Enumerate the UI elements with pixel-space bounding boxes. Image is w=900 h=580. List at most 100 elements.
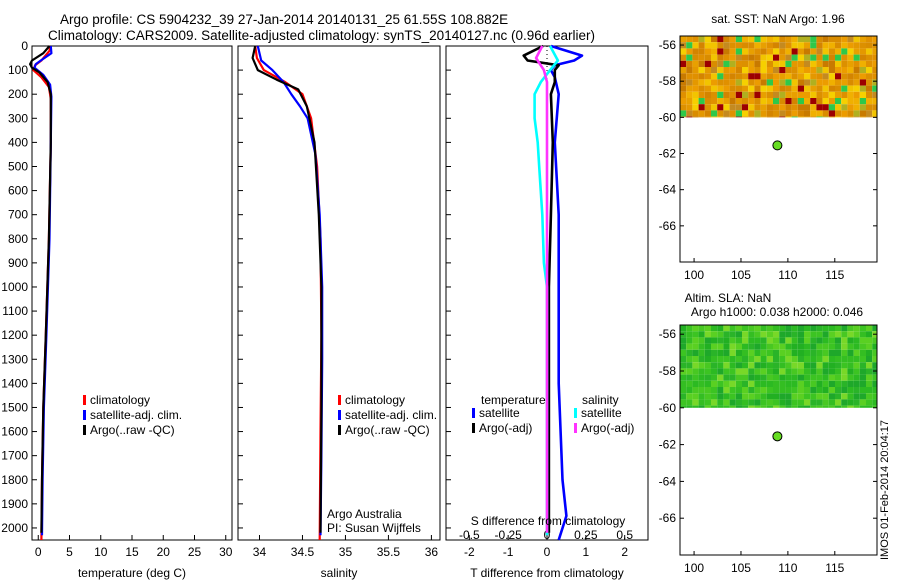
sla-map-data-cell: [766, 337, 773, 344]
sla-map-data-cell: [742, 349, 749, 356]
sla-map-data-cell: [785, 325, 792, 332]
sla-map-data-cell: [822, 405, 829, 408]
sla-map-data-cell: [859, 349, 866, 356]
sst-map-data-cell: [804, 79, 811, 86]
depth-tick-label: 1800: [1, 473, 28, 487]
sla-map-data-cell: [810, 374, 817, 381]
sst-map-data-cell: [791, 42, 798, 49]
sla-map-data-cell: [742, 356, 749, 363]
sla-map-data-cell: [872, 393, 877, 400]
sst-map-data-cell: [859, 67, 866, 74]
sla-map-data-cell: [754, 399, 761, 406]
sst-map-data-cell: [773, 36, 780, 43]
sla-map-data-cell: [748, 325, 755, 332]
sla-map-data-cell: [717, 368, 724, 375]
sst-map-data-cell: [711, 42, 718, 49]
depth-tick-label: 1700: [1, 449, 28, 463]
sst-map-data-cell: [723, 116, 730, 118]
sla-map-data-cell: [773, 325, 780, 332]
sst-map-data-cell: [785, 48, 792, 55]
sst-map-data-cell: [797, 36, 804, 43]
sst-map-data-cell: [748, 85, 755, 92]
sst-map-data-cell: [797, 85, 804, 92]
sst-map-data-cell: [810, 42, 817, 49]
sst-map-data-cell: [729, 36, 736, 43]
sst-map-data-cell: [853, 36, 860, 43]
sst-map-data-cell: [729, 79, 736, 86]
sst-map-data-cell: [828, 42, 835, 49]
sst-map-data-cell: [841, 85, 848, 92]
depth-tick-label: 900: [8, 256, 28, 270]
difference-t-tick-label: 2: [621, 545, 628, 559]
sla-map-data-cell: [686, 393, 693, 400]
sla-map-data-cell: [797, 349, 804, 356]
sst-map-data-cell: [723, 85, 730, 92]
sla-map-data-cell: [729, 325, 736, 332]
sst-map-data-cell: [711, 98, 718, 105]
sla-map-data-cell: [853, 368, 860, 375]
sst-map-data-cell: [717, 67, 724, 74]
sst-map-data-cell: [872, 98, 877, 105]
sst-map-data-cell: [760, 85, 767, 92]
sst-map-data-cell: [773, 98, 780, 105]
sst-map-data-cell: [859, 60, 866, 67]
sla-map-data-cell: [680, 337, 687, 344]
sst-map-data-cell: [822, 98, 829, 105]
sst-map-data-cell: [822, 73, 829, 80]
sla-map-data-cell: [847, 349, 854, 356]
sla-map-data-cell: [822, 331, 829, 338]
sst-map-x-tick-label: 115: [825, 268, 844, 282]
sst-map-data-cell: [841, 36, 848, 43]
sla-map-data-cell: [742, 362, 749, 369]
sla-map-data-cell: [723, 374, 730, 381]
temperature-legend-swatch: [83, 425, 86, 435]
difference-salinity-legend-swatch: [574, 408, 577, 418]
sst-map-data-cell: [704, 36, 711, 43]
sla-map-data-cell: [835, 331, 842, 338]
sst-map-data-cell: [742, 85, 749, 92]
sst-map-mask-cell: [723, 117, 730, 124]
sst-map-data-cell: [680, 79, 687, 86]
sst-map-data-cell: [680, 85, 687, 92]
sst-map-data-cell: [828, 104, 835, 111]
sst-map-data-cell: [735, 116, 742, 118]
sst-map-data-cell: [841, 116, 848, 118]
sla-map-data-cell: [804, 331, 811, 338]
sst-map-data-cell: [766, 85, 773, 92]
sla-map-data-cell: [810, 331, 817, 338]
sst-map-data-cell: [686, 73, 693, 80]
sst-map-data-cell: [692, 116, 699, 118]
depth-tick-label: 800: [8, 232, 28, 246]
sla-map-data-cell: [729, 356, 736, 363]
sla-map-data-cell: [853, 374, 860, 381]
sla-map-data-cell: [680, 405, 687, 408]
sla-map-data-cell: [859, 368, 866, 375]
sst-map-data-cell: [766, 60, 773, 67]
sst-map-mask-cell: [810, 117, 817, 124]
sst-map-data-cell: [711, 60, 718, 67]
sla-map-data-cell: [766, 374, 773, 381]
sst-map-data-cell: [804, 116, 811, 118]
sla-map-data-cell: [810, 368, 817, 375]
sst-map-data-cell: [735, 91, 742, 98]
depth-tick-label: 400: [8, 135, 28, 149]
sst-map-data-cell: [766, 110, 773, 117]
sla-map-data-cell: [779, 362, 786, 369]
sst-map-data-cell: [835, 42, 842, 49]
sst-map-data-cell: [822, 54, 829, 61]
sla-map-data-cell: [729, 368, 736, 375]
sst-map-data-cell: [779, 73, 786, 80]
sla-map-data-cell: [729, 374, 736, 381]
sla-map-data-cell: [791, 399, 798, 406]
sla-map-data-cell: [822, 362, 829, 369]
sst-map-data-cell: [847, 98, 854, 105]
sst-map-data-cell: [735, 54, 742, 61]
salinity-series-line: [256, 45, 324, 536]
sst-map-data-cell: [760, 54, 767, 61]
sst-map-data-cell: [810, 36, 817, 43]
sst-map-data-cell: [791, 79, 798, 86]
temperature-tick-label: 10: [94, 545, 108, 559]
sla-map-data-cell: [816, 343, 823, 350]
sla-map-data-cell: [797, 362, 804, 369]
